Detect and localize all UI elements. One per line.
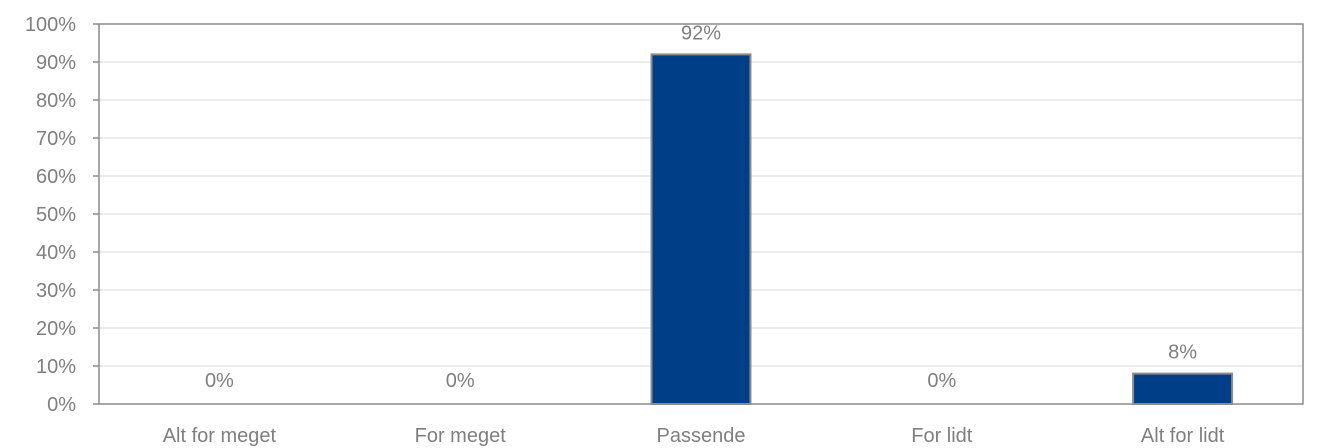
data-label: 0% [446, 370, 475, 392]
x-category-label: For meget [415, 425, 507, 447]
bars [650, 53, 1234, 406]
y-tick-label: 60% [36, 166, 76, 188]
y-tick-label: 100% [25, 14, 76, 36]
y-tick-label: 50% [36, 204, 76, 226]
x-category-label: For lidt [911, 425, 973, 447]
data-label: 92% [681, 22, 721, 44]
data-label: 8% [1168, 342, 1197, 364]
bar [650, 53, 752, 406]
y-tick-label: 30% [36, 280, 76, 302]
x-category-label: Alt for lidt [1141, 425, 1225, 447]
y-tick-label: 0% [47, 394, 76, 416]
data-label: 0% [927, 370, 956, 392]
x-category-label: Alt for meget [163, 425, 277, 447]
y-tick-label: 80% [36, 90, 76, 112]
y-axis-tick-labels: 0% 10% 20% 30% 40% 50% 60% 70% 80% 90% 100% [25, 14, 99, 416]
y-tick-label: 40% [36, 242, 76, 264]
bar [1132, 372, 1234, 406]
data-label: 0% [205, 370, 234, 392]
x-category-label: Passende [657, 425, 746, 447]
y-tick-label: 70% [36, 128, 76, 150]
y-tick-label: 20% [36, 318, 76, 340]
data-labels: 0% 0% 92% 0% 8% [205, 22, 1197, 392]
y-tick-label: 10% [36, 356, 76, 378]
y-tick-label: 90% [36, 52, 76, 74]
x-axis-category-labels: Alt for meget For meget Passende For lidt Al… [163, 425, 1225, 447]
